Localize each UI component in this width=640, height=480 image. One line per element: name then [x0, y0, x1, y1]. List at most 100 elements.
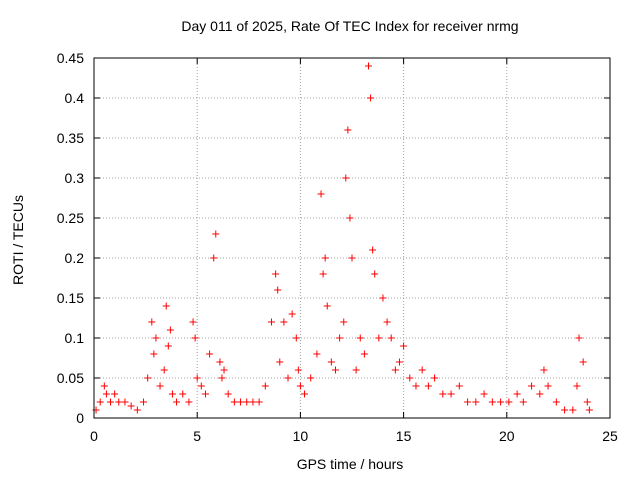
data-points: [92, 62, 593, 414]
data-point: [573, 382, 581, 390]
data-point: [319, 270, 327, 278]
data-point: [189, 318, 197, 326]
data-point: [230, 398, 238, 406]
data-point: [301, 390, 309, 398]
data-point: [348, 254, 356, 262]
data-point: [173, 398, 181, 406]
y-tick-label: 0.15: [57, 290, 84, 306]
data-point: [107, 398, 115, 406]
x-tick-label: 25: [602, 428, 618, 444]
data-point: [193, 374, 201, 382]
data-point: [497, 398, 505, 406]
x-tick-label: 15: [396, 428, 412, 444]
data-point: [561, 406, 569, 414]
data-point: [336, 334, 344, 342]
data-point: [292, 334, 300, 342]
data-point: [152, 334, 160, 342]
data-point: [216, 358, 224, 366]
data-point: [536, 390, 544, 398]
y-tick-label: 0.2: [65, 250, 85, 266]
data-point: [342, 174, 350, 182]
data-point: [140, 398, 148, 406]
x-axis-label: GPS time / hours: [296, 456, 404, 472]
data-point: [201, 390, 209, 398]
y-tick-label: 0.05: [57, 370, 84, 386]
data-point: [360, 350, 368, 358]
data-point: [100, 382, 108, 390]
data-point: [307, 374, 315, 382]
data-point: [127, 402, 135, 410]
data-point: [375, 334, 383, 342]
data-point: [102, 390, 110, 398]
data-point: [224, 390, 232, 398]
data-point: [296, 382, 304, 390]
data-point: [268, 318, 276, 326]
data-point: [148, 318, 156, 326]
plot-frame: [93, 57, 611, 419]
y-tick-label: 0.1: [65, 330, 85, 346]
data-point: [367, 94, 375, 102]
y-axis-label: ROTI / TECUs: [10, 195, 26, 285]
data-point: [284, 374, 292, 382]
data-point: [369, 246, 377, 254]
axis-ticks: 0 0.05 0.1 0.15 0.2 0.25 0.3 0.35 0.4 0.45 0 5 10 15 2…: [57, 50, 618, 444]
x-tick-label: 20: [499, 428, 515, 444]
data-point: [272, 270, 280, 278]
chart-title: Day 011 of 2025, Rate Of TEC Index for r…: [181, 18, 519, 34]
data-point: [431, 374, 439, 382]
data-point: [552, 398, 560, 406]
data-point: [294, 366, 302, 374]
data-point: [150, 350, 158, 358]
data-point: [488, 398, 496, 406]
data-point: [249, 398, 257, 406]
data-point: [115, 398, 123, 406]
data-point: [505, 398, 513, 406]
y-tick-label: 0.45: [57, 50, 84, 66]
data-point: [220, 366, 228, 374]
data-point: [412, 382, 420, 390]
data-point: [371, 270, 379, 278]
x-tick-label: 10: [293, 428, 309, 444]
data-point: [387, 334, 395, 342]
data-point: [206, 350, 214, 358]
data-point: [168, 390, 176, 398]
data-point: [544, 382, 552, 390]
data-point: [121, 398, 129, 406]
data-point: [447, 390, 455, 398]
data-point: [379, 294, 387, 302]
data-point: [585, 406, 593, 414]
data-point: [191, 334, 199, 342]
data-point: [400, 342, 408, 350]
data-point: [179, 390, 187, 398]
data-point: [528, 382, 536, 390]
data-point: [439, 390, 447, 398]
data-point: [276, 358, 284, 366]
data-point: [406, 374, 414, 382]
grid-lines: [94, 58, 610, 418]
data-point: [237, 398, 245, 406]
data-point: [288, 310, 296, 318]
data-point: [133, 406, 141, 414]
data-point: [317, 190, 325, 198]
data-point: [274, 286, 282, 294]
data-point: [243, 398, 251, 406]
data-point: [519, 398, 527, 406]
data-point: [160, 366, 168, 374]
data-point: [395, 358, 403, 366]
data-point: [144, 374, 152, 382]
data-point: [579, 358, 587, 366]
data-point: [96, 398, 104, 406]
data-point: [424, 382, 432, 390]
data-point: [352, 366, 360, 374]
y-tick-label: 0: [76, 410, 84, 426]
data-point: [480, 390, 488, 398]
data-point: [383, 318, 391, 326]
y-tick-label: 0.25: [57, 210, 84, 226]
data-point: [212, 230, 220, 238]
x-tick-label: 5: [193, 428, 201, 444]
data-point: [255, 398, 263, 406]
data-point: [210, 254, 218, 262]
data-point: [331, 366, 339, 374]
data-point: [391, 366, 399, 374]
